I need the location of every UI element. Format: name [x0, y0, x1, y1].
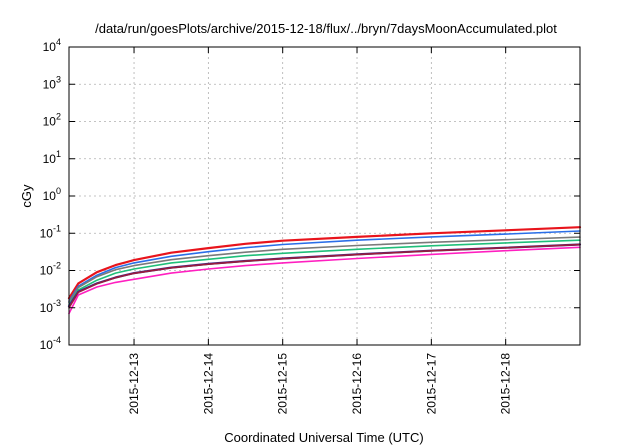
- x-axis-label: Coordinated Universal Time (UTC): [224, 430, 423, 445]
- gridlines: [69, 47, 580, 345]
- x-tick-label: 2015-12-13: [127, 353, 141, 415]
- x-tick-label: 2015-12-18: [499, 353, 513, 415]
- series-line: [67, 243, 582, 308]
- y-tick-label: 103: [43, 74, 61, 91]
- y-tick-label: 10-3: [40, 298, 61, 315]
- series-line: [68, 236, 581, 304]
- x-tick-label: 2015-12-15: [276, 353, 290, 415]
- series-line: [68, 239, 581, 306]
- series-lines: [67, 226, 582, 315]
- series-line: [68, 243, 581, 309]
- y-tick-label: 10-4: [40, 335, 61, 352]
- y-tick-label: 104: [43, 37, 61, 54]
- x-tick-label: 2015-12-16: [350, 353, 364, 415]
- y-axis-label: cGy: [19, 184, 34, 208]
- y-tick-label: 102: [43, 112, 61, 129]
- y-tick-label: 10-1: [40, 223, 61, 240]
- series-line: [68, 246, 581, 315]
- y-axis-tick-labels: 10-4 10-3 10-2 10-1 100 101 102 103 104: [40, 37, 61, 352]
- y-tick-label: 100: [43, 186, 61, 203]
- series-line: [68, 230, 581, 303]
- axis-ticks: [69, 46, 580, 346]
- x-axis-tick-labels: 2015-12-13 2015-12-14 2015-12-15 2015-12-16…: [127, 353, 513, 415]
- series-line: [67, 226, 582, 300]
- chart-title: /data/run/goesPlots/archive/2015-12-18/f…: [95, 21, 557, 36]
- x-tick-label: 2015-12-14: [201, 353, 215, 415]
- y-tick-label: 101: [43, 149, 61, 166]
- y-tick-label: 10-2: [40, 261, 61, 278]
- x-tick-label: 2015-12-17: [424, 353, 438, 415]
